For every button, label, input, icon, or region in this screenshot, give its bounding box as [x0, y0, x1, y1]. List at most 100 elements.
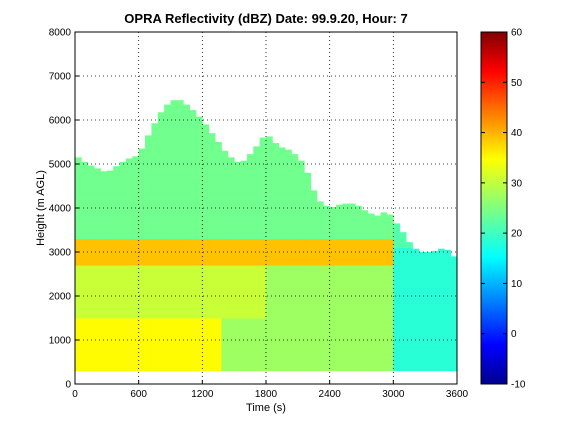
- heatmap-cell: [361, 265, 369, 275]
- heatmap-cell: [246, 221, 254, 231]
- heatmap-cell: [215, 256, 222, 266]
- heatmap-cell: [170, 177, 178, 187]
- heatmap-cell: [374, 265, 381, 275]
- heatmap-cell: [113, 335, 120, 345]
- heatmap-cell: [278, 274, 286, 284]
- heatmap-cell: [157, 203, 165, 213]
- heatmap-cell: [221, 309, 229, 319]
- heatmap-cell: [176, 115, 184, 125]
- heatmap-cell: [348, 362, 356, 372]
- heatmap-cell: [367, 362, 375, 372]
- heatmap-cell: [425, 274, 432, 284]
- heatmap-cell: [125, 274, 133, 284]
- heatmap-cell: [406, 300, 413, 310]
- heatmap-cell: [246, 159, 254, 169]
- heatmap-cell: [119, 238, 127, 248]
- heatmap-cell: [246, 353, 254, 363]
- heatmap-cell: [157, 353, 165, 363]
- heatmap-cell: [367, 300, 375, 310]
- heatmap-cell: [145, 135, 152, 143]
- heatmap-cell: [361, 344, 369, 354]
- heatmap-cell: [240, 282, 248, 292]
- heatmap-cell: [437, 248, 445, 257]
- heatmap-cell: [215, 177, 222, 187]
- heatmap-cell: [240, 194, 248, 204]
- heatmap-cell: [94, 194, 101, 204]
- heatmap-cell: [278, 230, 286, 240]
- heatmap-cell: [310, 238, 318, 248]
- heatmap-cell: [310, 203, 318, 213]
- heatmap-cell: [164, 326, 171, 336]
- heatmap-cell: [316, 353, 324, 363]
- heatmap-cell: [437, 291, 445, 301]
- heatmap-cell: [176, 194, 184, 204]
- heatmap-cell: [259, 362, 267, 372]
- heatmap-cell: [87, 221, 95, 231]
- heatmap-cell: [75, 221, 82, 231]
- heatmap-cell: [348, 256, 356, 266]
- heatmap-cell: [323, 212, 331, 222]
- heatmap-cell: [202, 353, 210, 363]
- heatmap-cell: [221, 203, 229, 213]
- heatmap-cell: [355, 300, 362, 310]
- heatmap-cell: [100, 230, 108, 240]
- heatmap-cell: [81, 326, 89, 336]
- heatmap-cell: [380, 212, 388, 222]
- heatmap-cell: [221, 353, 229, 363]
- heatmap-cell: [189, 265, 197, 275]
- heatmap-cell: [157, 194, 165, 204]
- heatmap-cell: [94, 274, 101, 284]
- heatmap-cell: [75, 326, 82, 336]
- heatmap-cell: [113, 230, 120, 240]
- heatmap-cell: [323, 256, 331, 266]
- heatmap-cell: [113, 203, 120, 213]
- heatmap-cell: [215, 291, 222, 301]
- heatmap-cell: [240, 186, 248, 196]
- heatmap-cell: [157, 309, 165, 319]
- heatmap-cell: [285, 274, 292, 284]
- heatmap-cell: [75, 274, 82, 284]
- x-tick-label: 600: [130, 389, 147, 400]
- heatmap-cell: [125, 353, 133, 363]
- heatmap-cell: [240, 168, 248, 178]
- heatmap-cell: [253, 159, 261, 169]
- heatmap-cell: [227, 309, 235, 319]
- x-tick-label: 3600: [446, 389, 469, 400]
- heatmap-cell: [272, 143, 280, 152]
- heatmap-cell: [125, 282, 133, 292]
- heatmap-cell: [259, 186, 267, 196]
- heatmap-cell: [361, 274, 369, 284]
- heatmap-cell: [183, 186, 190, 196]
- heatmap-cell: [342, 274, 350, 284]
- heatmap-cell: [393, 230, 401, 240]
- heatmap-cell: [316, 265, 324, 275]
- heatmap-cell: [291, 274, 299, 284]
- heatmap-cell: [323, 300, 331, 310]
- heatmap-cell: [145, 309, 152, 319]
- heatmap-cell: [183, 247, 190, 257]
- heatmap-cell: [304, 362, 311, 372]
- heatmap-cell: [444, 300, 452, 310]
- heatmap-cell: [132, 177, 140, 187]
- heatmap-cell: [221, 362, 229, 372]
- heatmap-cell: [87, 362, 95, 372]
- heatmap-cell: [285, 149, 292, 152]
- heatmap-cell: [183, 326, 190, 336]
- heatmap-cell: [246, 203, 254, 213]
- heatmap-cell: [183, 177, 190, 187]
- heatmap-cell: [272, 353, 280, 363]
- heatmap-cell: [253, 168, 261, 178]
- heatmap-cell: [202, 238, 210, 248]
- heatmap-cell: [418, 353, 426, 363]
- heatmap-cell: [87, 274, 95, 284]
- heatmap-cell: [437, 265, 445, 275]
- heatmap-cell: [157, 212, 165, 222]
- heatmap-cell: [195, 212, 203, 222]
- heatmap-cell: [176, 291, 184, 301]
- heatmap-cell: [253, 146, 261, 152]
- heatmap-cell: [253, 326, 261, 336]
- heatmap-cell: [81, 282, 89, 292]
- colorbar-tick-label: 60: [511, 28, 523, 39]
- heatmap-cell: [266, 353, 273, 363]
